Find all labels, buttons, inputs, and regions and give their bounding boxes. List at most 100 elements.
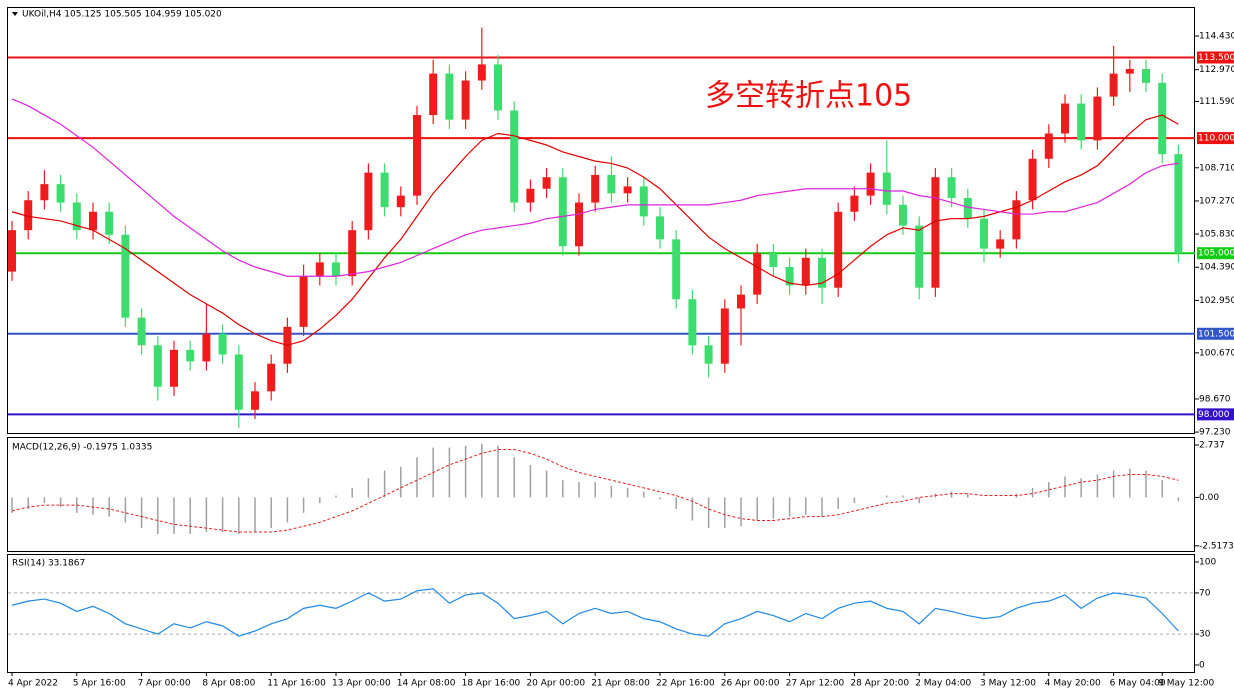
candle-body <box>542 177 551 189</box>
x-tick-label: 7 Apr 00:00 <box>138 679 191 689</box>
y-tick-label: 112.970 <box>1199 65 1234 75</box>
candle-body <box>558 177 567 247</box>
y-tick-label: 107.270 <box>1199 196 1234 206</box>
candle-body <box>947 177 956 198</box>
candle-body <box>332 262 340 277</box>
macd-panel-frame <box>7 437 1195 552</box>
level-label-box <box>1197 327 1234 340</box>
y-tick-label: -2.5173 <box>1199 541 1234 551</box>
y-tick-label: 2.737 <box>1199 440 1225 450</box>
candle-body <box>477 64 486 81</box>
candle-body <box>769 253 778 268</box>
annotation: 多空转折点105 <box>705 79 912 114</box>
x-tick-label: 22 Apr 16:00 <box>656 679 715 689</box>
candle-body <box>834 211 843 288</box>
candle-body <box>931 177 940 288</box>
candle-body <box>1028 158 1037 201</box>
candle-body <box>591 174 600 203</box>
rsi-title: RSI(14) 33.1867 <box>12 559 85 569</box>
candle-body <box>1077 103 1086 141</box>
y-tick-label: 0 <box>1199 660 1205 670</box>
x-tick-label: 14 Apr 08:00 <box>397 679 456 689</box>
x-tick-label: 20 Apr 00:00 <box>526 679 585 689</box>
candle-body <box>1174 154 1183 254</box>
candle-body <box>882 172 891 205</box>
candle-body <box>996 239 1005 249</box>
candle-body <box>737 294 745 309</box>
y-tick-label: 97.230 <box>1199 428 1231 438</box>
candle-body <box>380 172 389 208</box>
candle-body <box>720 308 729 364</box>
x-tick-label: 6 May 04:00 <box>1110 679 1166 689</box>
x-tick-label: 9 May 12:00 <box>1158 679 1214 689</box>
candle-body <box>461 80 470 120</box>
candle-body <box>915 225 924 288</box>
candle-body <box>639 186 648 217</box>
candle-body <box>24 200 33 231</box>
candle-body <box>963 197 972 219</box>
y-tick-label: 100 <box>1199 558 1216 568</box>
candle-body <box>445 73 454 120</box>
level-label: 113.500 <box>1198 53 1234 63</box>
level-label-box <box>1197 51 1234 64</box>
candle-body <box>267 363 276 392</box>
candle-body <box>672 239 681 300</box>
macd-title: MACD(12,26,9) -0.1975 1.0335 <box>12 443 152 453</box>
level-label-box <box>1197 247 1234 260</box>
candle-body <box>251 391 259 410</box>
candle-body <box>137 317 146 346</box>
x-tick-label: 8 Apr 08:00 <box>202 679 255 689</box>
y-tick-label: 102.950 <box>1199 296 1234 306</box>
menu-arrow <box>12 12 18 16</box>
x-tick-label: 5 Apr 16:00 <box>73 679 126 689</box>
x-tick-label: 11 Apr 16:00 <box>267 679 326 689</box>
level-label: 101.500 <box>1198 329 1234 339</box>
candle-body <box>1142 69 1150 83</box>
rsi-panel-frame <box>7 554 1195 673</box>
moving-average <box>11 114 1179 346</box>
candle-body <box>510 110 519 203</box>
y-tick-label: 70 <box>1199 588 1211 598</box>
level-label: 105.000 <box>1198 249 1234 259</box>
chart-title: UKOil,H4 105.125 105.505 104.959 105.020 <box>22 10 222 20</box>
candle-body <box>801 257 810 286</box>
y-tick-label: 104.390 <box>1199 263 1234 273</box>
candle-body <box>575 202 583 247</box>
candle-body <box>170 349 178 387</box>
candle-body <box>8 230 16 272</box>
candle-body <box>429 73 438 116</box>
candle-body <box>607 174 616 194</box>
level-label: 110.000 <box>1198 134 1234 144</box>
x-tick-label: 4 May 20:00 <box>1045 679 1101 689</box>
x-tick-label: 4 Apr 2022 <box>8 679 58 689</box>
x-tick-label: 2 May 04:00 <box>915 679 971 689</box>
x-tick-label: 3 May 12:00 <box>980 679 1036 689</box>
candle-body <box>364 172 373 231</box>
y-tick-label: 114.430 <box>1199 32 1234 42</box>
price-panel-frame <box>7 7 1195 434</box>
candle-body <box>56 184 65 203</box>
candle-body <box>1125 69 1134 74</box>
candle-body <box>704 345 713 364</box>
x-tick-label: 26 Apr 00:00 <box>721 679 780 689</box>
candle-body <box>785 267 794 286</box>
candle-body <box>202 333 211 362</box>
y-tick-label: 105.830 <box>1199 230 1234 240</box>
candle-body <box>348 230 357 277</box>
candle-body <box>1109 73 1118 97</box>
candle-body <box>656 216 664 240</box>
level-label: 98.000 <box>1198 410 1230 420</box>
y-tick-label: 111.590 <box>1199 97 1234 107</box>
candle-body <box>40 184 49 201</box>
y-tick-label: 100.670 <box>1199 348 1234 358</box>
candle-body <box>494 64 502 111</box>
candle-body <box>526 188 535 203</box>
macd-signal <box>11 449 1179 533</box>
candle-body <box>1158 82 1167 155</box>
candle-body <box>1061 103 1069 134</box>
y-tick-label: 98.670 <box>1199 394 1231 404</box>
y-tick-label: 108.710 <box>1199 163 1234 173</box>
candle-body <box>315 262 324 277</box>
